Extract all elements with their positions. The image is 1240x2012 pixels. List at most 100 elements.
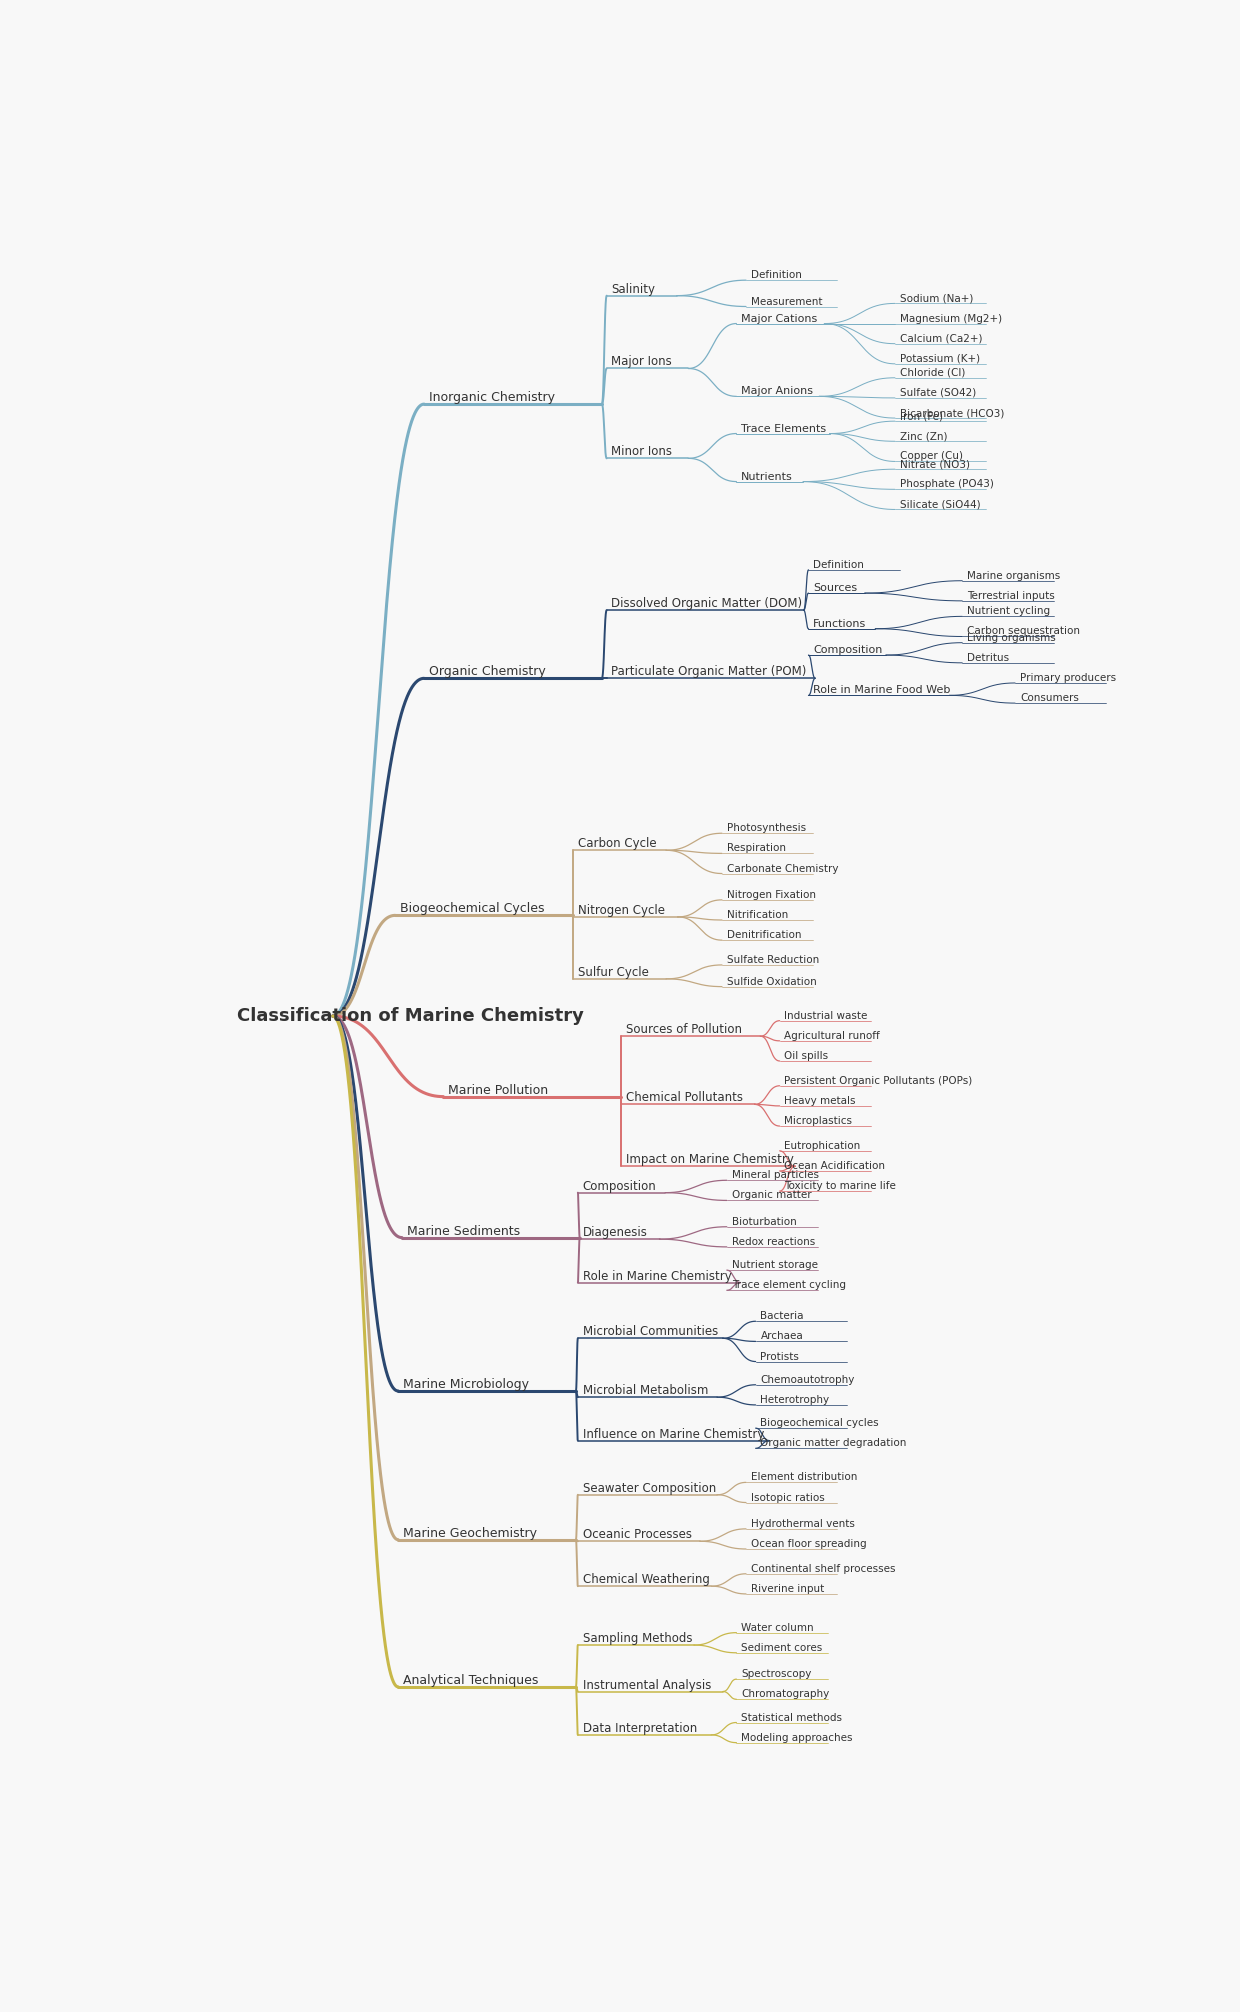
- Text: Sources: Sources: [813, 583, 857, 594]
- Text: Organic matter degradation: Organic matter degradation: [760, 1439, 906, 1449]
- Text: Marine organisms: Marine organisms: [967, 571, 1060, 581]
- Text: Sodium (Na+): Sodium (Na+): [900, 294, 973, 304]
- Text: Carbonate Chemistry: Carbonate Chemistry: [727, 863, 838, 873]
- Text: Agricultural runoff: Agricultural runoff: [785, 1030, 880, 1040]
- Text: Bacteria: Bacteria: [760, 1312, 804, 1322]
- Text: Phosphate (PO43): Phosphate (PO43): [900, 479, 993, 489]
- Text: Protists: Protists: [760, 1352, 800, 1362]
- Text: Chloride (Cl): Chloride (Cl): [900, 368, 965, 378]
- Text: Organic Chemistry: Organic Chemistry: [429, 666, 546, 678]
- Text: Isotopic ratios: Isotopic ratios: [751, 1493, 825, 1503]
- Text: Definition: Definition: [813, 559, 864, 569]
- Text: Magnesium (Mg2+): Magnesium (Mg2+): [900, 314, 1002, 324]
- Text: Sampling Methods: Sampling Methods: [583, 1632, 692, 1646]
- Text: Archaea: Archaea: [760, 1332, 804, 1342]
- Text: Statistical methods: Statistical methods: [742, 1712, 842, 1722]
- Text: Riverine input: Riverine input: [751, 1583, 825, 1594]
- Text: Chemical Weathering: Chemical Weathering: [583, 1573, 709, 1585]
- Text: Carbon sequestration: Carbon sequestration: [967, 626, 1080, 636]
- Text: Microbial Metabolism: Microbial Metabolism: [583, 1384, 708, 1396]
- Text: Water column: Water column: [742, 1622, 813, 1632]
- Text: Iron (Fe): Iron (Fe): [900, 410, 942, 421]
- Text: Nutrients: Nutrients: [742, 471, 792, 481]
- Text: Chromatography: Chromatography: [742, 1690, 830, 1700]
- Text: Marine Pollution: Marine Pollution: [448, 1084, 548, 1097]
- Text: Minor Ions: Minor Ions: [611, 445, 672, 459]
- Text: Industrial waste: Industrial waste: [785, 1010, 868, 1020]
- Text: Zinc (Zn): Zinc (Zn): [900, 431, 947, 441]
- Text: Mineral particles: Mineral particles: [732, 1171, 818, 1181]
- Text: Spectroscopy: Spectroscopy: [742, 1670, 812, 1680]
- Text: Denitrification: Denitrification: [727, 930, 801, 940]
- Text: Sediment cores: Sediment cores: [742, 1642, 822, 1652]
- Text: Major Cations: Major Cations: [742, 314, 817, 324]
- Text: Marine Sediments: Marine Sediments: [407, 1225, 520, 1237]
- Text: Role in Marine Food Web: Role in Marine Food Web: [813, 686, 951, 696]
- Text: Salinity: Salinity: [611, 282, 656, 296]
- Text: Living organisms: Living organisms: [967, 632, 1055, 642]
- Text: Marine Geochemistry: Marine Geochemistry: [403, 1527, 537, 1539]
- Text: Diagenesis: Diagenesis: [583, 1225, 647, 1239]
- Text: Functions: Functions: [813, 620, 867, 630]
- Text: Instrumental Analysis: Instrumental Analysis: [583, 1678, 711, 1692]
- Text: Composition: Composition: [583, 1179, 656, 1193]
- Text: Biogeochemical Cycles: Biogeochemical Cycles: [401, 901, 544, 915]
- Text: Major Ions: Major Ions: [611, 356, 672, 368]
- Text: Modeling approaches: Modeling approaches: [742, 1732, 853, 1742]
- Text: Heavy metals: Heavy metals: [785, 1097, 856, 1107]
- Text: Trace element cycling: Trace element cycling: [732, 1280, 846, 1290]
- Text: Eutrophication: Eutrophication: [785, 1141, 861, 1151]
- Text: Oceanic Processes: Oceanic Processes: [583, 1529, 692, 1541]
- Text: Microplastics: Microplastics: [785, 1117, 852, 1127]
- Text: Sulfate Reduction: Sulfate Reduction: [727, 956, 820, 966]
- Text: Role in Marine Chemistry: Role in Marine Chemistry: [583, 1270, 732, 1282]
- Text: Nutrient storage: Nutrient storage: [732, 1260, 817, 1270]
- Text: Analytical Techniques: Analytical Techniques: [403, 1674, 538, 1686]
- Text: Biogeochemical cycles: Biogeochemical cycles: [760, 1418, 879, 1429]
- Text: Continental shelf processes: Continental shelf processes: [751, 1563, 895, 1573]
- Text: Nitrogen Fixation: Nitrogen Fixation: [727, 889, 816, 899]
- Text: Influence on Marine Chemistry: Influence on Marine Chemistry: [583, 1429, 764, 1441]
- Text: Sulfate (SO42): Sulfate (SO42): [900, 388, 976, 398]
- Text: Copper (Cu): Copper (Cu): [900, 451, 962, 461]
- Text: Bioturbation: Bioturbation: [732, 1217, 796, 1227]
- Text: Sulfide Oxidation: Sulfide Oxidation: [727, 976, 817, 986]
- Text: Trace Elements: Trace Elements: [742, 425, 826, 433]
- Text: Photosynthesis: Photosynthesis: [727, 823, 806, 833]
- Text: Toxicity to marine life: Toxicity to marine life: [785, 1181, 897, 1191]
- Text: Ocean floor spreading: Ocean floor spreading: [751, 1539, 867, 1549]
- Text: Heterotrophy: Heterotrophy: [760, 1394, 830, 1404]
- Text: Bicarbonate (HCO3): Bicarbonate (HCO3): [900, 408, 1004, 418]
- Text: Major Anions: Major Anions: [742, 386, 813, 396]
- Text: Terrestrial inputs: Terrestrial inputs: [967, 592, 1055, 602]
- Text: Chemical Pollutants: Chemical Pollutants: [626, 1091, 743, 1105]
- Text: Marine Microbiology: Marine Microbiology: [403, 1378, 529, 1390]
- Text: Nitrate (NO3): Nitrate (NO3): [900, 459, 970, 469]
- Text: Composition: Composition: [813, 646, 883, 656]
- Text: Element distribution: Element distribution: [751, 1473, 857, 1483]
- Text: Data Interpretation: Data Interpretation: [583, 1722, 697, 1734]
- Text: Seawater Composition: Seawater Composition: [583, 1481, 715, 1495]
- Text: Definition: Definition: [751, 270, 802, 280]
- Text: Classification of Marine Chemistry: Classification of Marine Chemistry: [237, 1008, 584, 1024]
- Text: Microbial Communities: Microbial Communities: [583, 1326, 718, 1338]
- Text: Consumers: Consumers: [1019, 692, 1079, 702]
- Text: Ocean Acidification: Ocean Acidification: [785, 1161, 885, 1171]
- Text: Nitrogen Cycle: Nitrogen Cycle: [578, 903, 665, 917]
- Text: Chemoautotrophy: Chemoautotrophy: [760, 1374, 854, 1384]
- Text: Detritus: Detritus: [967, 652, 1009, 662]
- Text: Nutrient cycling: Nutrient cycling: [967, 606, 1050, 616]
- Text: Sulfur Cycle: Sulfur Cycle: [578, 966, 649, 980]
- Text: Particulate Organic Matter (POM): Particulate Organic Matter (POM): [611, 666, 807, 678]
- Text: Inorganic Chemistry: Inorganic Chemistry: [429, 390, 554, 404]
- Text: Primary producers: Primary producers: [1019, 672, 1116, 682]
- Text: Oil spills: Oil spills: [785, 1050, 828, 1060]
- Text: Carbon Cycle: Carbon Cycle: [578, 837, 656, 851]
- Text: Potassium (K+): Potassium (K+): [900, 354, 980, 364]
- Text: Impact on Marine Chemistry: Impact on Marine Chemistry: [626, 1153, 794, 1167]
- Text: Persistent Organic Pollutants (POPs): Persistent Organic Pollutants (POPs): [785, 1076, 972, 1086]
- Text: Organic matter: Organic matter: [732, 1191, 811, 1201]
- Text: Nitrification: Nitrification: [727, 909, 789, 919]
- Text: Sources of Pollution: Sources of Pollution: [626, 1024, 742, 1036]
- Text: Redox reactions: Redox reactions: [732, 1237, 815, 1247]
